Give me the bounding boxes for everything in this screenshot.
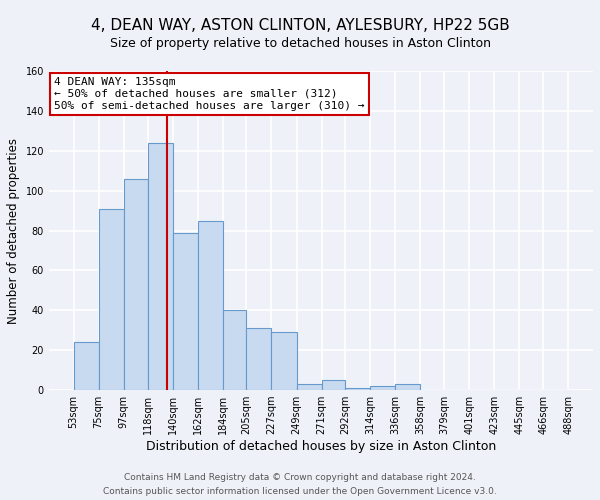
Bar [197, 220, 223, 390]
Bar [173, 232, 197, 390]
Bar [322, 380, 346, 390]
Bar [124, 178, 148, 390]
Bar [148, 143, 173, 390]
Bar [370, 386, 395, 390]
X-axis label: Distribution of detached houses by size in Aston Clinton: Distribution of detached houses by size … [146, 440, 496, 453]
Y-axis label: Number of detached properties: Number of detached properties [7, 138, 20, 324]
Bar [395, 384, 421, 390]
Bar [346, 388, 370, 390]
Text: Contains HM Land Registry data © Crown copyright and database right 2024.: Contains HM Land Registry data © Crown c… [124, 473, 476, 482]
Bar [247, 328, 271, 390]
Bar [296, 384, 322, 390]
Text: 4 DEAN WAY: 135sqm
← 50% of detached houses are smaller (312)
50% of semi-detach: 4 DEAN WAY: 135sqm ← 50% of detached hou… [55, 78, 365, 110]
Text: Size of property relative to detached houses in Aston Clinton: Size of property relative to detached ho… [110, 38, 491, 51]
Text: Contains public sector information licensed under the Open Government Licence v3: Contains public sector information licen… [103, 486, 497, 496]
Bar [223, 310, 247, 390]
Bar [74, 342, 98, 390]
Bar [98, 208, 124, 390]
Text: 4, DEAN WAY, ASTON CLINTON, AYLESBURY, HP22 5GB: 4, DEAN WAY, ASTON CLINTON, AYLESBURY, H… [91, 18, 509, 32]
Bar [271, 332, 296, 390]
